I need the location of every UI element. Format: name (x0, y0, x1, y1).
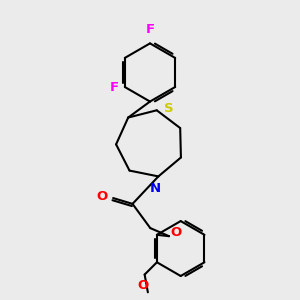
Text: O: O (171, 226, 182, 239)
Text: F: F (110, 80, 119, 94)
Text: O: O (137, 279, 148, 292)
Text: F: F (146, 23, 154, 36)
Text: N: N (150, 182, 161, 195)
Text: O: O (97, 190, 108, 203)
Text: S: S (164, 102, 173, 115)
